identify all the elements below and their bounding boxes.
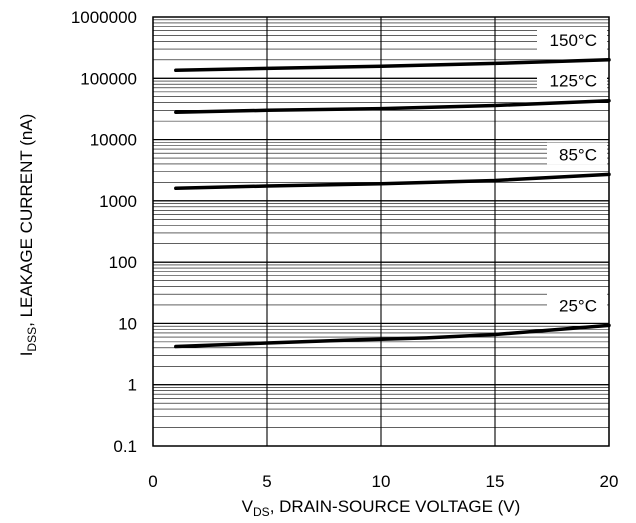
- plot-frame: [152, 16, 610, 447]
- series-label-background: [547, 293, 607, 316]
- y-tick-label: 100000: [80, 69, 137, 88]
- series-line: [174, 172, 611, 191]
- y-tick-label: 10: [118, 314, 137, 333]
- plot-series: [174, 58, 611, 349]
- y-tick-label: 100: [109, 253, 137, 272]
- y-tick-label: 1: [128, 376, 137, 395]
- x-tick-label: 20: [600, 472, 619, 491]
- axis-ticks: 0 5 10 15 20 0.1 1 10 100 1000 10000 100000 1000000: [71, 8, 619, 491]
- series-label-background: [547, 142, 607, 165]
- y-tick-label: 1000000: [71, 8, 137, 27]
- x-axis-title-subscript: DS: [253, 505, 270, 519]
- series-line: [174, 98, 611, 114]
- y-tick-label: 10000: [90, 131, 137, 150]
- series-label: 125°C: [550, 72, 597, 91]
- y-axis-title: IDSS, LEAKAGE CURRENT (nA): [17, 114, 39, 357]
- series-label: 85°C: [559, 145, 597, 164]
- series-label: 25°C: [559, 296, 597, 315]
- y-axis-title-main: I: [17, 352, 36, 357]
- y-axis-title-rest: , LEAKAGE CURRENT (nA): [17, 114, 36, 327]
- x-tick-label: 15: [486, 472, 505, 491]
- y-tick-label: 0.1: [113, 437, 137, 456]
- x-axis-title: VDS, DRAIN-SOURCE VOLTAGE (V): [242, 497, 521, 519]
- x-tick-label: 0: [148, 472, 157, 491]
- series-label-background: [537, 27, 607, 50]
- x-axis-title-rest: , DRAIN-SOURCE VOLTAGE (V): [270, 497, 521, 516]
- series-label-background: [537, 68, 607, 91]
- y-tick-label: 1000: [99, 192, 137, 211]
- x-tick-label: 10: [372, 472, 391, 491]
- x-axis-title-main: V: [242, 497, 254, 516]
- y-axis-title-subscript: DSS: [25, 327, 39, 352]
- x-tick-label: 5: [262, 472, 271, 491]
- series-line: [174, 58, 611, 73]
- series-label: 150°C: [550, 31, 597, 50]
- series-line: [174, 323, 611, 349]
- series-labels: 150°C 125°C 85°C 25°C: [537, 27, 607, 316]
